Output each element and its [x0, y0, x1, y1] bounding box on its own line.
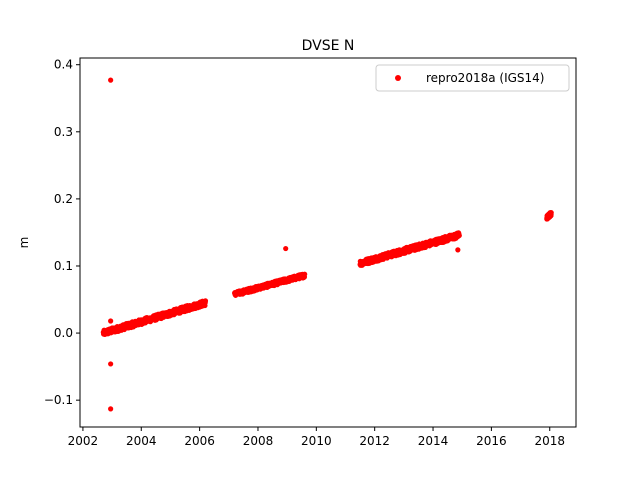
x-tick-label: 2014: [418, 434, 449, 448]
y-tick-label: 0.3: [54, 125, 73, 139]
outlier-point: [108, 318, 114, 324]
y-tick-label: 0.2: [54, 192, 73, 206]
x-tick-label: 2002: [68, 434, 99, 448]
y-tick-label: 0.4: [54, 58, 73, 72]
y-tick-label: −0.1: [44, 393, 73, 407]
x-tick-label: 2006: [184, 434, 215, 448]
outlier-point: [108, 406, 114, 412]
y-axis-label: m: [17, 237, 31, 249]
x-tick-label: 2018: [534, 434, 565, 448]
x-tick-label: 2016: [476, 434, 507, 448]
data-point: [302, 271, 308, 277]
outlier-point: [108, 361, 114, 367]
x-tick-label: 2004: [126, 434, 157, 448]
data-point: [456, 232, 462, 239]
data-point: [548, 209, 554, 216]
legend-marker: [395, 75, 401, 81]
outlier-point: [455, 247, 461, 253]
legend-label: repro2018a (IGS14): [426, 71, 544, 85]
y-tick-label: 0.1: [54, 259, 73, 273]
x-tick-label: 2010: [301, 434, 332, 448]
x-tick-label: 2012: [359, 434, 390, 448]
data-points: [100, 77, 554, 412]
outlier-point: [108, 77, 114, 83]
outlier-point: [283, 245, 289, 252]
plot-frame: [79, 57, 577, 428]
y-tick-label: 0.0: [54, 326, 73, 340]
legend: repro2018a (IGS14): [375, 64, 570, 92]
y-axis: −0.1 0.0 0.1 0.2 0.3 0.4: [44, 58, 80, 407]
legend-box: [375, 64, 570, 92]
x-axis: 2002 2004 2006 2008 2010 2012 2014 2016 2018: [68, 427, 565, 448]
x-tick-label: 2008: [243, 434, 274, 448]
chart-title: DVSE N: [302, 38, 355, 54]
data-point: [202, 298, 209, 304]
